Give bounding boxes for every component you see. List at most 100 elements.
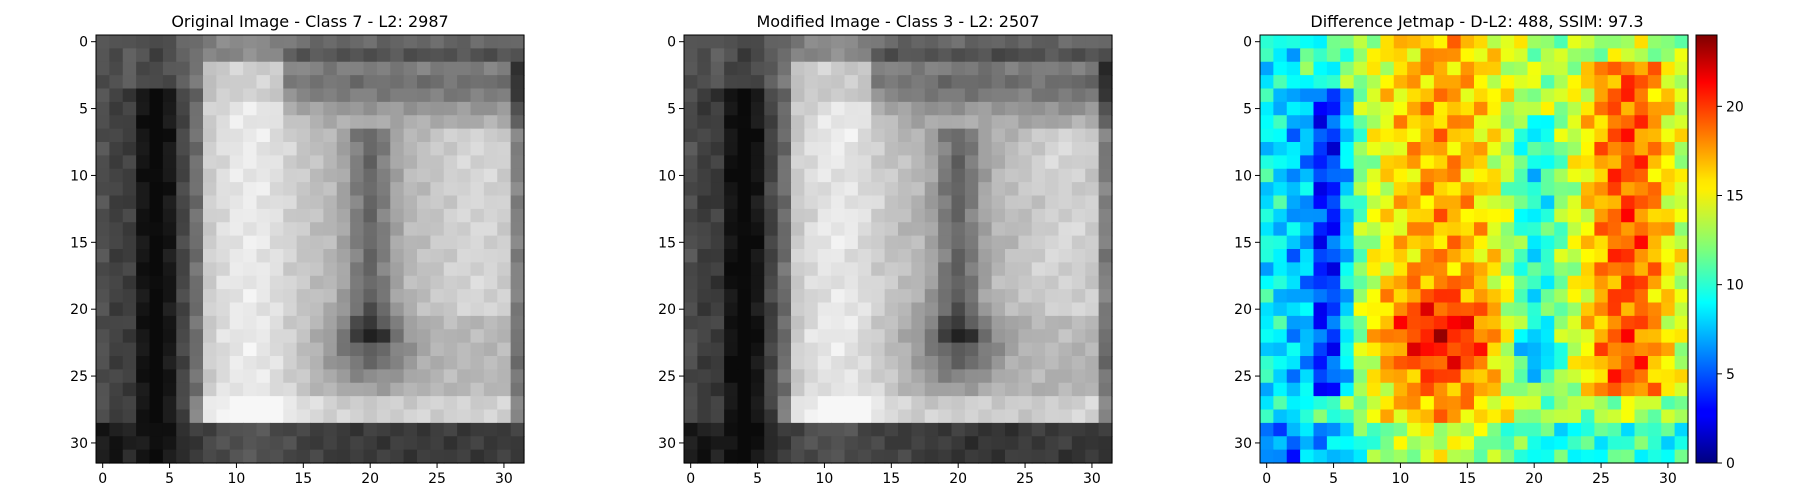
pixel-cell: [176, 208, 191, 223]
pixel-cell: [269, 342, 284, 357]
pixel-cell: [724, 356, 739, 370]
pixel-cell: [1071, 115, 1086, 130]
pixel-cell: [510, 315, 525, 330]
pixel-cell: [176, 302, 191, 317]
pixel-cell: [363, 409, 378, 424]
pixel-cell: [1500, 249, 1515, 263]
pixel-cell: [497, 289, 512, 304]
pixel-cell: [1581, 302, 1595, 317]
pixel-cell: [1514, 101, 1529, 116]
pixel-cell: [1031, 289, 1046, 304]
pixel-cell: [978, 168, 993, 183]
pixel-cell: [403, 75, 418, 90]
pixel-cell: [1393, 396, 1408, 411]
pixel-cell: [951, 168, 966, 183]
pixel-cell: [1353, 101, 1368, 116]
pixel-cell: [978, 275, 993, 290]
pixel-cell: [256, 275, 271, 290]
pixel-cell: [978, 142, 993, 156]
pixel-cell: [1326, 342, 1341, 357]
pixel-cell: [857, 88, 872, 103]
pixel-cell: [1487, 302, 1502, 317]
pixel-cell: [1353, 75, 1368, 90]
pixel-cell: [697, 142, 712, 156]
x-tick-label: 10: [816, 471, 834, 487]
pixel-cell: [924, 315, 939, 330]
pixel-cell: [791, 275, 805, 290]
pixel-cell: [229, 128, 244, 143]
pixel-cell: [1300, 329, 1315, 344]
pixel-cell: [1058, 88, 1073, 103]
pixel-cell: [1018, 182, 1033, 197]
pixel-cell: [1634, 275, 1649, 290]
pixel-cell: [296, 88, 311, 103]
pixel-cell: [229, 356, 244, 370]
x-tick-label: 5: [165, 471, 174, 487]
pixel-cell: [684, 75, 698, 90]
pixel-cell: [684, 422, 698, 437]
pixel-cell: [229, 449, 244, 464]
pixel-cell: [1058, 142, 1073, 156]
pixel-cell: [216, 48, 231, 63]
pixel-cell: [1433, 382, 1448, 397]
pixel-cell: [1098, 168, 1113, 183]
pixel-cell: [1380, 275, 1395, 290]
pixel-cell: [470, 128, 485, 143]
pixel-cell: [136, 155, 151, 170]
pixel-cell: [1674, 436, 1689, 451]
pixel-cell: [871, 315, 886, 330]
pixel-cell: [710, 315, 725, 330]
pixel-cell: [804, 195, 819, 210]
pixel-cell: [323, 101, 338, 116]
pixel-cell: [898, 409, 912, 424]
pixel-cell: [710, 302, 725, 317]
pixel-cell: [1460, 142, 1475, 156]
pixel-cell: [483, 115, 498, 130]
pixel-cell: [1661, 222, 1676, 237]
pixel-cell: [1260, 369, 1274, 384]
pixel-cell: [911, 289, 926, 304]
pixel-cell: [884, 275, 899, 290]
pixel-cell: [216, 342, 231, 357]
pixel-cell: [911, 222, 926, 237]
pixel-cell: [1058, 249, 1073, 263]
pixel-cell: [1594, 289, 1609, 304]
pixel-cell: [684, 409, 698, 424]
pixel-cell: [323, 142, 338, 156]
pixel-cell: [1554, 61, 1569, 76]
pixel-cell: [229, 275, 244, 290]
pixel-cell: [1367, 208, 1381, 223]
pixel-cell: [1071, 155, 1086, 170]
pixel-cell: [1634, 128, 1649, 143]
pixel-cell: [1634, 342, 1649, 357]
pixel-cell: [1514, 222, 1529, 237]
pixel-cell: [390, 35, 405, 49]
pixel-cell: [697, 262, 712, 277]
title-difference: Difference Jetmap - D-L2: 488, SSIM: 97.…: [1310, 12, 1643, 31]
pixel-cell: [1420, 115, 1435, 130]
pixel-cell: [510, 155, 525, 170]
pixel-cell: [1260, 422, 1274, 437]
pixel-cell: [283, 329, 298, 344]
pixel-cell: [1514, 275, 1529, 290]
pixel-cell: [363, 289, 378, 304]
pixel-cell: [964, 356, 979, 370]
pixel-cell: [791, 396, 805, 411]
pixel-cell: [1031, 436, 1046, 451]
pixel-cell: [804, 342, 819, 357]
pixel-cell: [1567, 142, 1582, 156]
x-tick-label: 0: [98, 471, 107, 487]
pixel-cell: [1581, 436, 1595, 451]
pixel-cell: [296, 75, 311, 90]
pixel-cell: [310, 369, 324, 384]
pixel-cell: [443, 369, 458, 384]
pixel-cell: [1621, 88, 1636, 103]
pixel-cell: [1447, 222, 1462, 237]
pixel-cell: [296, 235, 311, 250]
pixel-cell: [1567, 329, 1582, 344]
pixel-cell: [951, 61, 966, 76]
x-tick-label: 25: [1016, 471, 1034, 487]
pixel-cell: [1554, 422, 1569, 437]
pixel-cell: [1581, 48, 1595, 63]
